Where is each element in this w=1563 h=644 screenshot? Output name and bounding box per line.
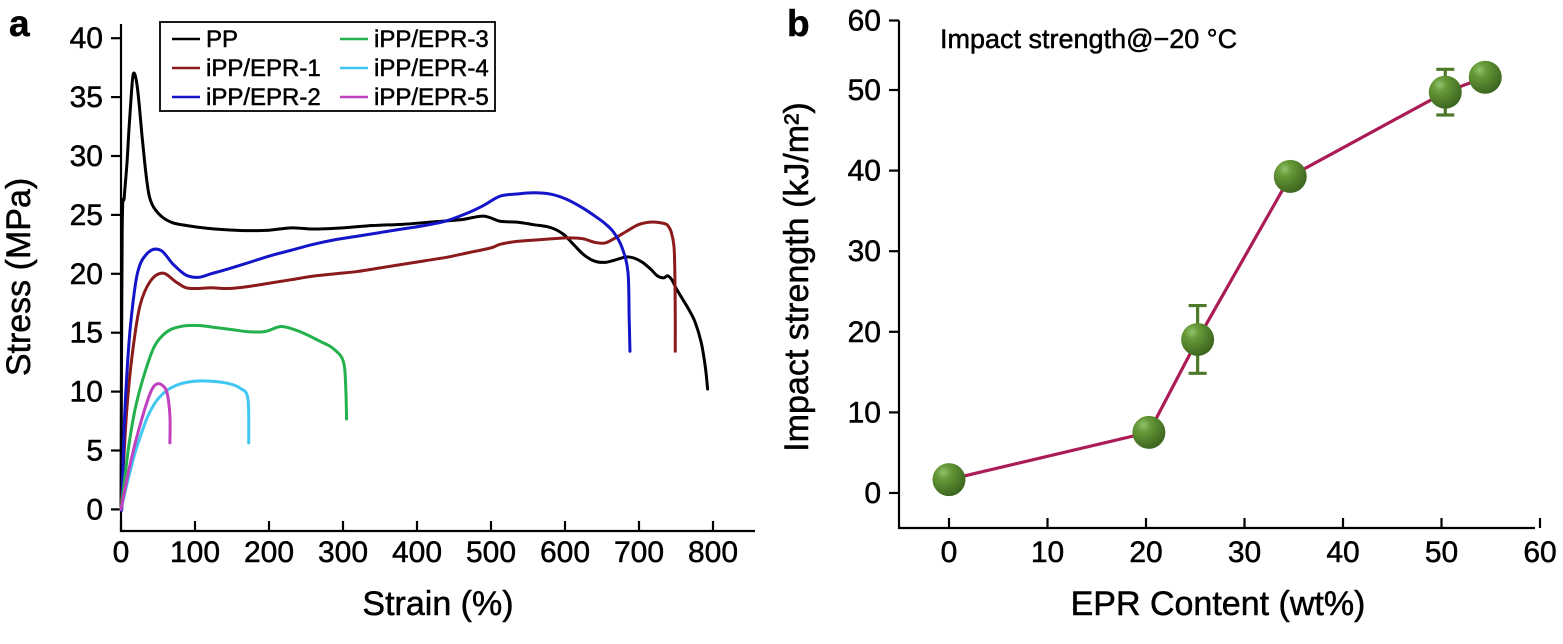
svg-text:iPP/EPR-5: iPP/EPR-5 — [374, 84, 489, 111]
svg-text:iPP/EPR-3: iPP/EPR-3 — [374, 26, 489, 53]
svg-text:40: 40 — [848, 155, 881, 188]
svg-text:10: 10 — [848, 396, 881, 429]
svg-text:iPP/EPR-4: iPP/EPR-4 — [374, 55, 489, 82]
svg-text:40: 40 — [70, 22, 103, 55]
svg-text:50: 50 — [1425, 536, 1458, 569]
svg-text:Strain (%): Strain (%) — [362, 585, 513, 623]
svg-text:0: 0 — [941, 536, 958, 569]
svg-text:50: 50 — [848, 74, 881, 107]
svg-text:0: 0 — [864, 477, 881, 510]
svg-text:20: 20 — [70, 258, 103, 291]
svg-text:10: 10 — [1031, 536, 1064, 569]
svg-text:20: 20 — [848, 316, 881, 349]
svg-text:60: 60 — [1523, 536, 1556, 569]
svg-text:30: 30 — [1228, 536, 1261, 569]
svg-text:100: 100 — [170, 536, 220, 569]
svg-text:200: 200 — [244, 536, 294, 569]
svg-text:400: 400 — [392, 536, 442, 569]
svg-text:iPP/EPR-1: iPP/EPR-1 — [206, 55, 321, 82]
svg-text:800: 800 — [688, 536, 738, 569]
svg-text:500: 500 — [466, 536, 516, 569]
svg-text:30: 30 — [70, 140, 103, 173]
svg-text:10: 10 — [70, 376, 103, 409]
svg-text:EPR Content (wt%): EPR Content (wt%) — [1071, 585, 1366, 623]
svg-text:25: 25 — [70, 199, 103, 232]
svg-text:Impact strength (kJ/m²): Impact strength (kJ/m²) — [778, 102, 816, 452]
svg-text:600: 600 — [540, 536, 590, 569]
svg-text:20: 20 — [1129, 536, 1162, 569]
svg-text:700: 700 — [614, 536, 664, 569]
svg-text:15: 15 — [70, 317, 103, 350]
svg-text:a: a — [9, 3, 30, 44]
svg-text:Impact strength@−20 °C: Impact strength@−20 °C — [940, 24, 1237, 54]
svg-text:0: 0 — [86, 493, 103, 526]
svg-text:35: 35 — [70, 81, 103, 114]
svg-text:40: 40 — [1326, 536, 1359, 569]
svg-text:30: 30 — [848, 235, 881, 268]
svg-text:PP: PP — [206, 26, 238, 53]
svg-text:0: 0 — [113, 536, 130, 569]
svg-text:60: 60 — [848, 5, 881, 38]
svg-text:Stress (MPa): Stress (MPa) — [0, 178, 38, 376]
svg-text:b: b — [787, 3, 810, 44]
svg-text:iPP/EPR-2: iPP/EPR-2 — [206, 84, 321, 111]
svg-text:5: 5 — [86, 435, 103, 468]
svg-text:300: 300 — [318, 536, 368, 569]
